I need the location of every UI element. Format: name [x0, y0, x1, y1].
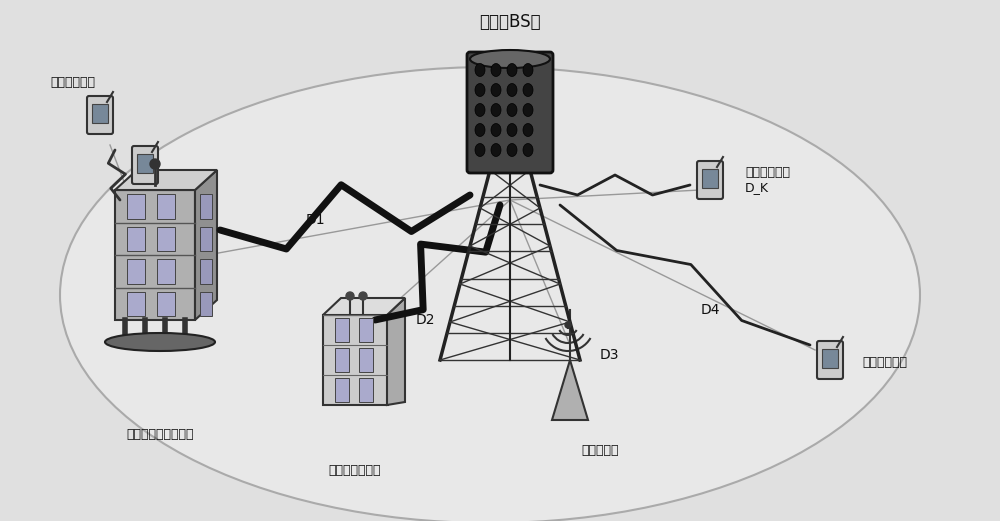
Bar — [127, 194, 145, 218]
Text: 分布式天线阵列: 分布式天线阵列 — [329, 464, 381, 477]
Bar — [359, 348, 373, 372]
Ellipse shape — [523, 123, 533, 137]
Ellipse shape — [60, 67, 920, 521]
FancyBboxPatch shape — [697, 161, 723, 199]
Text: D2: D2 — [415, 313, 435, 327]
Text: D4: D4 — [700, 303, 720, 317]
Ellipse shape — [523, 83, 533, 96]
Ellipse shape — [491, 123, 501, 137]
Ellipse shape — [523, 143, 533, 156]
Ellipse shape — [507, 123, 517, 137]
Bar — [200, 194, 212, 218]
Text: D3: D3 — [600, 348, 620, 362]
Text: 基站（BS）: 基站（BS） — [479, 13, 541, 31]
Bar — [359, 378, 373, 402]
Circle shape — [150, 159, 160, 169]
Circle shape — [359, 292, 367, 300]
Circle shape — [565, 322, 571, 328]
Text: 分布式天线: 分布式天线 — [581, 443, 619, 456]
Bar — [335, 378, 349, 402]
Circle shape — [346, 292, 354, 300]
Bar — [323, 315, 388, 405]
Ellipse shape — [475, 83, 485, 96]
Ellipse shape — [507, 83, 517, 96]
Polygon shape — [323, 298, 405, 315]
Ellipse shape — [475, 143, 485, 156]
Bar — [200, 259, 212, 283]
Ellipse shape — [475, 64, 485, 77]
Bar — [335, 348, 349, 372]
Bar — [115, 190, 195, 320]
Ellipse shape — [470, 50, 550, 68]
Ellipse shape — [491, 104, 501, 117]
FancyBboxPatch shape — [132, 146, 158, 184]
Ellipse shape — [475, 123, 485, 137]
Ellipse shape — [507, 143, 517, 156]
Bar — [92, 104, 108, 123]
Ellipse shape — [491, 143, 501, 156]
Ellipse shape — [105, 333, 215, 351]
Bar — [157, 227, 175, 251]
Text: 分布式移动台: 分布式移动台 — [745, 166, 790, 179]
Bar — [200, 227, 212, 251]
Bar — [137, 154, 153, 172]
Polygon shape — [552, 360, 588, 420]
FancyBboxPatch shape — [87, 96, 113, 134]
Bar — [359, 318, 373, 342]
Ellipse shape — [523, 64, 533, 77]
Bar — [822, 349, 838, 368]
Bar — [157, 292, 175, 316]
Ellipse shape — [507, 64, 517, 77]
FancyBboxPatch shape — [467, 52, 553, 173]
Bar — [702, 169, 718, 188]
Ellipse shape — [475, 104, 485, 117]
Bar — [127, 227, 145, 251]
Bar — [157, 259, 175, 283]
Ellipse shape — [523, 104, 533, 117]
Bar — [127, 259, 145, 283]
Ellipse shape — [491, 83, 501, 96]
Text: D_K: D_K — [745, 181, 769, 194]
Bar — [157, 194, 175, 218]
Text: D1: D1 — [305, 213, 325, 227]
Text: 分布式移动台: 分布式移动台 — [50, 76, 95, 89]
Ellipse shape — [491, 64, 501, 77]
Polygon shape — [115, 170, 217, 190]
Bar — [200, 292, 212, 316]
Bar — [127, 292, 145, 316]
Polygon shape — [387, 298, 405, 405]
Text: 分布式中继天线阵列: 分布式中继天线阵列 — [126, 428, 194, 441]
Bar — [335, 318, 349, 342]
Ellipse shape — [507, 104, 517, 117]
FancyBboxPatch shape — [817, 341, 843, 379]
Polygon shape — [195, 170, 217, 320]
Text: 分布式移动台: 分布式移动台 — [862, 355, 907, 368]
